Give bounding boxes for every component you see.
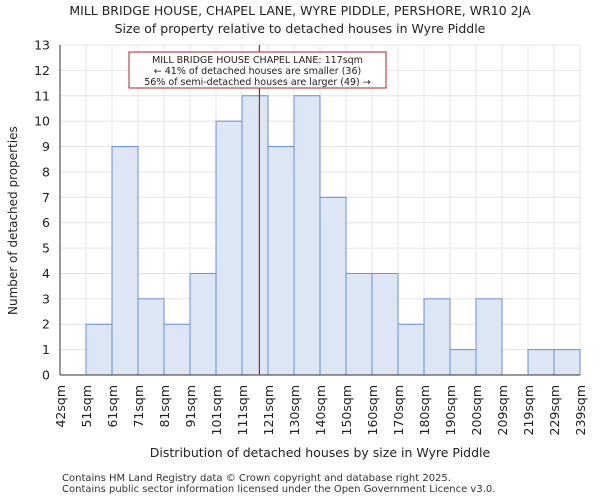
histogram-bar [553,349,581,376]
x-tick-label: 61sqm [105,385,120,428]
histogram-bar [189,272,217,376]
chart-title: MILL BRIDGE HOUSE, CHAPEL LANE, WYRE PID… [69,3,531,18]
footer-line-1: Contains HM Land Registry data © Crown c… [62,473,451,484]
x-tick-label: 229sqm [547,385,562,435]
y-tick-label: 4 [42,266,50,281]
x-tick-label: 190sqm [443,385,458,435]
histogram-bar [85,323,113,376]
x-tick-label: 121sqm [261,385,276,435]
x-tick-label: 219sqm [521,385,536,435]
histogram-bar [319,196,347,376]
x-tick-label: 130sqm [287,385,302,435]
x-tick-label: 160sqm [365,385,380,435]
x-tick-label: 239sqm [573,385,588,435]
x-tick-label: 81sqm [157,385,172,428]
histogram-bar [241,95,269,376]
annotation-line: ← 41% of detached houses are smaller (36… [154,66,361,77]
y-tick-label: 6 [42,215,50,230]
annotation-line: MILL BRIDGE HOUSE CHAPEL LANE: 117sqm [152,55,363,66]
y-tick-label: 10 [34,114,50,129]
histogram-bar [527,349,555,376]
x-axis-label: Distribution of detached houses by size … [149,445,491,460]
histogram-bar [345,272,373,376]
x-tick-label: 180sqm [417,385,432,435]
x-tick-label: 42sqm [53,385,68,428]
y-tick-label: 2 [42,317,50,332]
histogram-bar [111,146,139,376]
y-tick-label: 9 [42,139,50,154]
x-tick-label: 170sqm [391,385,406,435]
annotation-box [128,51,387,89]
chart-subtitle: Size of property relative to detached ho… [114,21,486,36]
x-tick-label: 91sqm [183,385,198,428]
y-tick-label: 12 [34,63,50,78]
y-axis-label: Number of detached properties [6,126,20,315]
y-tick-label: 1 [42,342,50,357]
x-tick-label: 150sqm [339,385,354,435]
x-tick-label: 111sqm [235,385,250,435]
histogram-bar [137,298,165,376]
histogram-bar [475,298,503,376]
x-tick-label: 140sqm [313,385,328,435]
annotation-line: 56% of semi-detached houses are larger (… [144,77,371,88]
histogram-bar [215,120,243,376]
histogram-bar [371,272,399,376]
x-tick-label: 51sqm [79,385,94,428]
x-tick-label: 101sqm [209,385,224,435]
histogram-bar [449,349,477,376]
y-tick-label: 5 [42,241,50,256]
x-tick-label: 200sqm [469,385,484,435]
y-tick-label: 13 [34,38,50,53]
y-tick-label: 7 [42,190,50,205]
x-tick-label: 71sqm [131,385,146,428]
histogram-bar [293,95,321,376]
y-tick-label: 8 [42,164,50,179]
histogram-bar [423,298,451,376]
footer-line-2: Contains public sector information licen… [62,484,496,495]
histogram-bar [397,323,425,376]
x-tick-label: 209sqm [495,385,510,435]
y-tick-label: 0 [42,368,50,383]
y-tick-label: 11 [34,88,50,103]
y-tick-label: 3 [42,291,50,306]
histogram-bar [163,323,191,376]
histogram-bar [267,146,295,376]
